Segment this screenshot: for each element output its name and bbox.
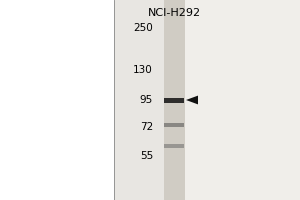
Text: 55: 55 [140,151,153,161]
Text: NCI-H292: NCI-H292 [147,8,201,18]
Text: 130: 130 [133,65,153,75]
Text: 72: 72 [140,122,153,132]
Bar [114,0,300,200]
Bar [164,0,184,200]
Bar [164,144,184,148]
Text: 250: 250 [133,23,153,33]
Text: 95: 95 [140,95,153,105]
Bar [164,123,184,127]
Polygon shape [186,96,198,104]
Bar [164,98,184,102]
Bar [184,0,300,200]
